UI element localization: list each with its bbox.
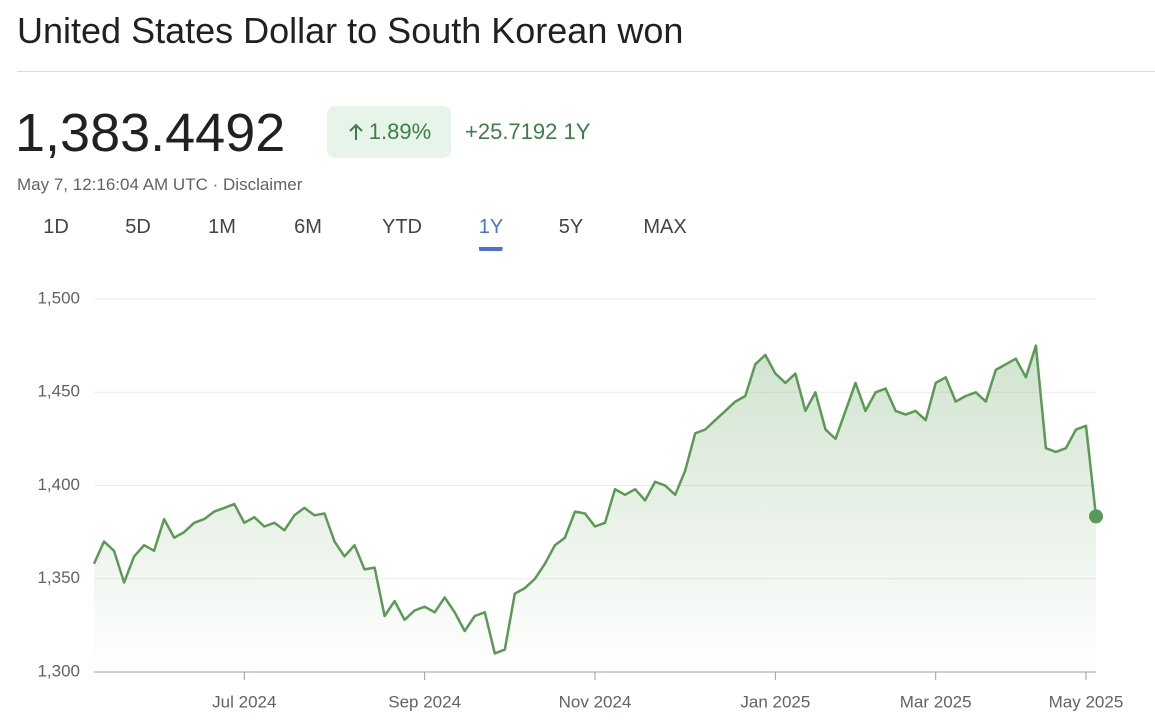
y-tick-label: 1,400 bbox=[37, 475, 80, 494]
page-title: United States Dollar to South Korean won bbox=[17, 10, 684, 51]
range-tab[interactable]: 5D bbox=[125, 216, 151, 238]
change-abs: +25.7192 bbox=[465, 119, 558, 144]
range-tab[interactable]: MAX bbox=[643, 216, 687, 238]
range-tab[interactable]: 6M bbox=[294, 216, 322, 238]
x-tick-label: May 2025 bbox=[1049, 692, 1124, 711]
change-badge: 1.89% bbox=[327, 106, 451, 158]
x-tick-label: Jul 2024 bbox=[212, 692, 276, 711]
price: 1,383.4492 bbox=[15, 103, 286, 163]
change: +25.7192 1Y bbox=[465, 119, 590, 145]
last-point bbox=[1089, 509, 1103, 524]
range-tab[interactable]: 1Y bbox=[478, 216, 504, 251]
divider bbox=[17, 71, 1155, 72]
disclaimer[interactable]: Disclaimer bbox=[223, 175, 303, 194]
y-tick-label: 1,450 bbox=[37, 382, 80, 401]
y-tick-label: 1,300 bbox=[37, 661, 80, 680]
range-tab[interactable]: YTD bbox=[382, 216, 422, 238]
timestamp: May 7, 12:16:04 AM UTC bbox=[17, 175, 208, 194]
change-percent: 1.89% bbox=[368, 119, 432, 144]
range-tab[interactable]: 5Y bbox=[558, 216, 584, 238]
price-line bbox=[92, 344, 1098, 655]
x-tick-label: Sep 2024 bbox=[388, 692, 461, 711]
range-tab[interactable]: 1D bbox=[43, 216, 69, 238]
x-tick-label: Mar 2025 bbox=[900, 692, 972, 711]
area-fill bbox=[94, 345, 1096, 672]
x-tick-label: Jan 2025 bbox=[740, 692, 810, 711]
up-arrow bbox=[349, 123, 363, 140]
separator: · bbox=[212, 175, 219, 194]
range-tab[interactable]: 1M bbox=[208, 216, 236, 238]
change-period: 1Y bbox=[563, 119, 591, 144]
x-tick-label: Nov 2024 bbox=[559, 692, 632, 711]
y-tick-label: 1,500 bbox=[37, 288, 80, 307]
timestamp-line: May 7, 12:16:04 AM UTC · Disclaimer bbox=[17, 175, 302, 195]
y-tick-label: 1,350 bbox=[37, 568, 80, 587]
